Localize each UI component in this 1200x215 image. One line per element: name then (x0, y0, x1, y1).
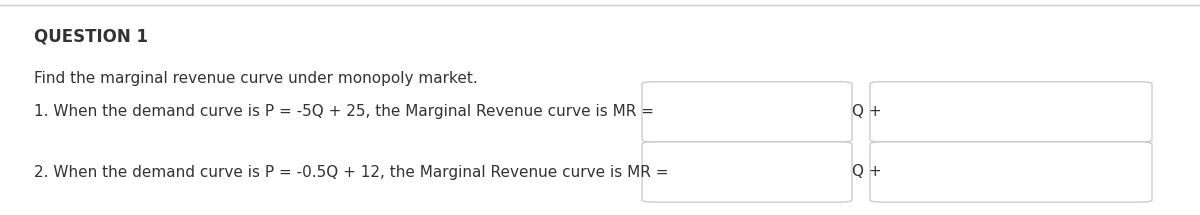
Text: Q +: Q + (852, 164, 882, 180)
FancyBboxPatch shape (642, 82, 852, 142)
Text: Q +: Q + (852, 104, 882, 119)
FancyBboxPatch shape (642, 142, 852, 202)
FancyBboxPatch shape (870, 82, 1152, 142)
Text: Find the marginal revenue curve under monopoly market.: Find the marginal revenue curve under mo… (34, 71, 478, 86)
Text: 1. When the demand curve is P = -5Q + 25, the Marginal Revenue curve is MR =: 1. When the demand curve is P = -5Q + 25… (34, 104, 654, 119)
FancyBboxPatch shape (870, 142, 1152, 202)
Text: 2. When the demand curve is P = -0.5Q + 12, the Marginal Revenue curve is MR =: 2. When the demand curve is P = -0.5Q + … (34, 164, 668, 180)
Text: QUESTION 1: QUESTION 1 (34, 28, 148, 46)
